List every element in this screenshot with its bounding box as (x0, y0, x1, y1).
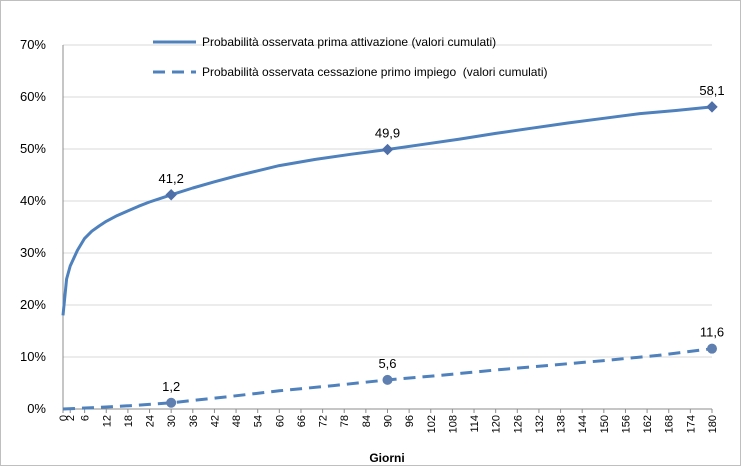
x-tick-label: 42 (209, 415, 221, 427)
series-markers (165, 101, 718, 408)
x-tick-label: 144 (577, 415, 589, 433)
marker-circle (382, 374, 393, 385)
legend: Probabilità osservata prima attivazione … (153, 35, 547, 79)
x-tick-label: 114 (469, 415, 481, 433)
y-tick-label: 10% (20, 349, 46, 364)
marker-diamond (165, 189, 177, 201)
x-tick-label: 12 (101, 415, 113, 427)
x-tick-label: 84 (361, 415, 373, 427)
data-label: 58,1 (699, 83, 724, 98)
y-tick-label: 30% (20, 245, 46, 260)
data-label: 11,6 (700, 325, 724, 340)
x-tick-label: 162 (642, 415, 654, 433)
x-axis-label: Giorni (369, 451, 404, 465)
x-tick-label: 72 (318, 415, 330, 427)
x-tick-label: 126 (512, 415, 524, 433)
x-axis-ticks: 02 6 12 18 24 30 36 42 48 54 60 66 72 78 84 90 96 102 108 1… (58, 415, 719, 433)
x-tick-label: 78 (339, 415, 351, 427)
series-line-attivazione (61, 105, 713, 316)
x-tick-label: 96 (404, 415, 416, 427)
x-tick-label: 90 (383, 415, 395, 427)
data-labels: 41,2 49,9 58,1 1,2 5,6 11,6 (159, 83, 725, 394)
y-tick-label: 70% (20, 37, 46, 52)
x-tick-label: 168 (664, 415, 676, 433)
x-tick-label: 66 (296, 415, 308, 427)
y-tick-label: 50% (20, 141, 46, 156)
y-tick-label: 40% (20, 193, 46, 208)
y-axis-ticks: 0% 10% 20% 30% 40% 50% 60% 70% (20, 37, 46, 416)
y-tick-label: 20% (20, 297, 46, 312)
x-tick-label: 18 (123, 415, 135, 427)
x-tick-label: 174 (685, 415, 697, 433)
x-tick-label: 180 (707, 415, 719, 433)
x-tick-label: 30 (166, 415, 178, 427)
x-tick-label: 132 (534, 415, 546, 433)
x-tick-label: 54 (253, 415, 265, 427)
x-tick-label: 24 (145, 415, 157, 427)
x-tick-label: 150 (599, 415, 611, 433)
x-tick-label: 60 (274, 415, 286, 427)
y-tick-label: 60% (20, 89, 46, 104)
x-tick-label: 6 (80, 415, 92, 421)
data-label: 41,2 (159, 171, 184, 186)
x-tick-label: 108 (447, 415, 459, 433)
x-tick-label: 120 (491, 415, 503, 433)
marker-circle (707, 343, 717, 354)
legend-label-cessazione: Probabilità osservata cessazione primo i… (202, 65, 547, 79)
x-tick-label: 48 (231, 415, 243, 427)
data-label: 5,6 (378, 356, 396, 371)
x-tick-label: 36 (188, 415, 200, 427)
x-tick-label: 156 (620, 415, 632, 433)
series-lines (61, 105, 713, 411)
x-tick-label: 2 (65, 415, 77, 421)
x-tick-label: 138 (556, 415, 568, 433)
marker-diamond (381, 143, 394, 156)
marker-diamond (706, 101, 718, 113)
data-label: 1,2 (162, 379, 180, 394)
y-tick-label: 0% (27, 401, 46, 416)
axes (62, 45, 713, 413)
legend-label-attivazione: Probabilità osservata prima attivazione … (202, 35, 496, 49)
data-label: 49,9 (375, 126, 400, 141)
marker-circle (166, 397, 177, 408)
x-tick-label: 102 (426, 415, 438, 433)
x-tick-label: 0 (58, 415, 70, 421)
series-line-cessazione (62, 347, 713, 411)
